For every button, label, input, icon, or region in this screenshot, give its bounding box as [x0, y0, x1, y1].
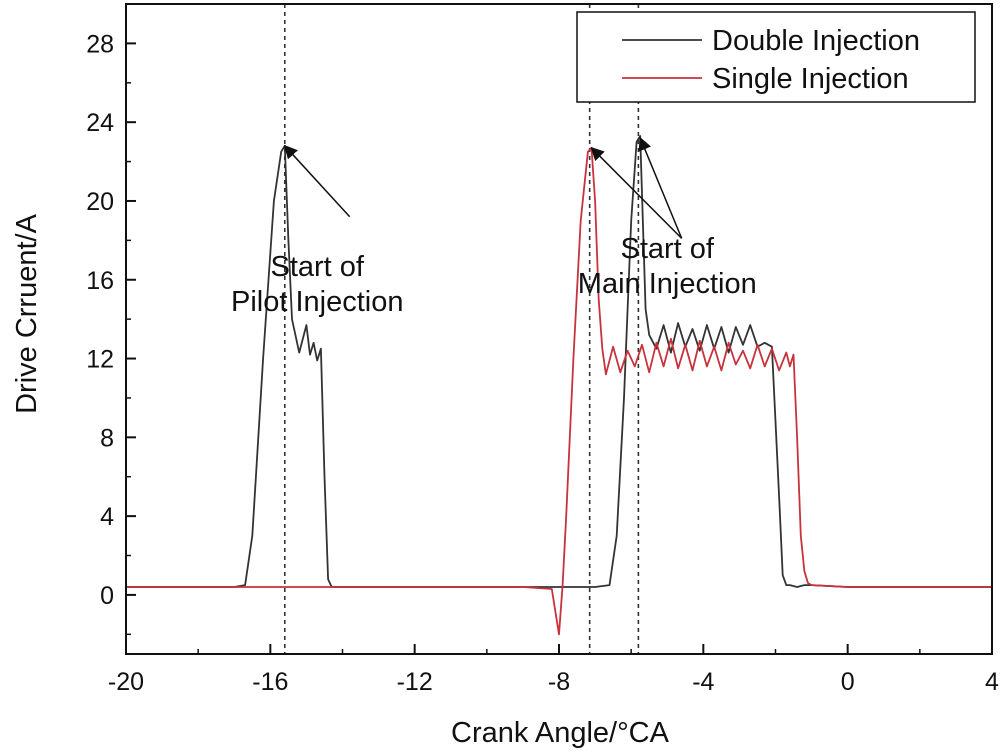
- legend-label: Double Injection: [712, 25, 920, 57]
- series-line-1: [126, 146, 992, 636]
- y-tick-label: 24: [86, 109, 114, 137]
- y-tick-label: 20: [86, 188, 114, 216]
- x-tick-label: -8: [548, 668, 570, 696]
- x-axis-title: Crank Angle/°CA: [451, 717, 670, 749]
- y-tick-label: 8: [100, 424, 114, 452]
- y-tick-label: 0: [100, 582, 114, 610]
- legend-label: Single Injection: [712, 63, 909, 95]
- series-group: [126, 135, 992, 636]
- x-tick-label: -20: [108, 668, 144, 696]
- y-tick-label: 28: [86, 30, 114, 58]
- axes-group: -20 -16 -12 -8 -4 0 4 0 4 8 12 16 20 24 28: [86, 3, 999, 696]
- y-axis-title: Drive Crruent/A: [11, 213, 43, 413]
- y-tick-label: 12: [86, 346, 114, 374]
- series-line-0: [126, 135, 992, 588]
- x-tick-label: -12: [397, 668, 433, 696]
- y-tick-label: 16: [86, 267, 114, 295]
- legend-box: [576, 11, 976, 103]
- annotation-text: Start of: [270, 251, 364, 283]
- x-tick-label: 4: [985, 668, 999, 696]
- annotation-text: Pilot Injection: [231, 286, 404, 318]
- x-tick-label: -16: [252, 668, 288, 696]
- annotation-arrow: [638, 136, 683, 239]
- x-tick-label: -4: [692, 668, 714, 696]
- annotation-text: Main Injection: [578, 268, 757, 300]
- annotation-arrow: [283, 144, 351, 218]
- annotation-text: Start of: [621, 233, 715, 265]
- y-tick-label: 4: [100, 503, 114, 531]
- annotation-arrow: [590, 146, 683, 239]
- legend: Double Injection Single Injection: [576, 11, 976, 103]
- x-tick-label: 0: [841, 668, 855, 696]
